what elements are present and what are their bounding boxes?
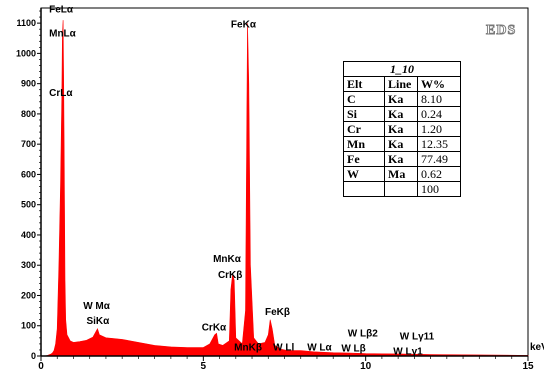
y-tick-label: 700 xyxy=(21,139,36,149)
peak-label: MnKβ xyxy=(234,343,262,354)
cell-line: Ka xyxy=(384,121,418,137)
cell-weight-percent: 77.49 xyxy=(417,151,461,167)
y-tick-label: 400 xyxy=(21,230,36,240)
axes-layer: 0 100 200 300 400 500 600 700 800 900 1000 1100 0 5 10… xyxy=(16,8,544,371)
y-tick-label: 900 xyxy=(21,79,36,89)
table-row: W Ma 0.62 xyxy=(343,166,461,182)
peak-label: FeKα xyxy=(231,20,257,31)
x-tick-label: 10 xyxy=(360,361,372,371)
spectrum-area xyxy=(41,20,529,357)
table-header-wt: W% xyxy=(417,76,461,92)
cell-weight-percent: 1.20 xyxy=(417,121,461,137)
table-header-row: Elt Line W% xyxy=(343,76,461,92)
peak-label: FeLα xyxy=(49,5,74,16)
cell-weight-percent: 0.62 xyxy=(417,166,461,182)
table-row: Fe Ka 77.49 xyxy=(343,151,461,167)
cell-line: Ma xyxy=(384,166,418,182)
y-tick-label: 100 xyxy=(21,321,36,331)
table-row: Si Ka 0.24 xyxy=(343,106,461,122)
table-row: Mn Ka 12.35 xyxy=(343,136,461,152)
peak-label: W Lγ1 xyxy=(393,346,423,357)
y-tick-label: 300 xyxy=(21,260,36,270)
y-tick-label: 1100 xyxy=(16,18,36,28)
table-header-elt: Elt xyxy=(343,76,385,92)
y-tick-label: 200 xyxy=(21,290,36,300)
cell-line: Ka xyxy=(384,136,418,152)
x-axis-label: keV xyxy=(530,342,544,353)
y-tick-label: 800 xyxy=(21,109,36,119)
cell-element: Cr xyxy=(343,121,385,137)
peak-label: CrKα xyxy=(202,322,227,333)
cell-element: Fe xyxy=(343,151,385,167)
table-row: 100 xyxy=(343,181,461,197)
peak-label: FeKβ xyxy=(265,307,290,318)
cell-line xyxy=(384,181,418,197)
table-row: Cr Ka 1.20 xyxy=(343,121,461,137)
table-header-line: Line xyxy=(384,76,418,92)
cell-line: Ka xyxy=(384,106,418,122)
y-tick-label: 600 xyxy=(21,169,36,179)
composition-table: 1_10 Elt Line W% C Ka 8.10 Si Ka 0.24 Cr Ka 1.20… xyxy=(343,61,461,197)
cell-weight-percent: 0.24 xyxy=(417,106,461,122)
cell-weight-percent: 12.35 xyxy=(417,136,461,152)
cell-line: Ka xyxy=(384,151,418,167)
cell-element: C xyxy=(343,91,385,107)
y-tick-label: 1000 xyxy=(16,48,36,58)
cell-element: W xyxy=(343,166,385,182)
cell-weight-percent: 8.10 xyxy=(417,91,461,107)
x-tick-label: 0 xyxy=(38,361,44,371)
peak-label: W Lα xyxy=(307,343,332,354)
peak-label: W Lβ xyxy=(341,343,365,354)
peak-label: W Lβ2 xyxy=(348,328,378,339)
cell-element: Si xyxy=(343,106,385,122)
table-title-row: 1_10 xyxy=(343,61,461,77)
cell-element xyxy=(343,181,385,197)
eds-tag: EDS xyxy=(486,23,516,38)
spectrum-layer xyxy=(41,20,529,357)
peak-label: CrKβ xyxy=(218,270,242,281)
cell-weight-percent: 100 xyxy=(417,181,461,197)
peak-labels-layer: FeLα MnLα CrLα FeKα W Mα SiKα MnKα CrKβ CrKα FeKβ… xyxy=(49,5,435,358)
peak-label: MnKα xyxy=(213,254,242,265)
table-title: 1_10 xyxy=(343,61,461,77)
peak-label: W Lγ11 xyxy=(400,331,435,342)
peak-label: W Mα xyxy=(83,301,111,312)
x-tick-label: 5 xyxy=(201,361,207,371)
cell-line: Ka xyxy=(384,91,418,107)
peak-label: SiKα xyxy=(86,316,110,327)
y-tick-label: 0 xyxy=(31,351,36,361)
cell-element: Mn xyxy=(343,136,385,152)
peak-label: CrLα xyxy=(49,88,73,99)
y-tick-label: 500 xyxy=(21,200,36,210)
peak-label: W Ll xyxy=(273,343,294,354)
table-row: C Ka 8.10 xyxy=(343,91,461,107)
x-tick-label: 15 xyxy=(522,361,534,371)
peak-label: MnLα xyxy=(49,29,77,40)
